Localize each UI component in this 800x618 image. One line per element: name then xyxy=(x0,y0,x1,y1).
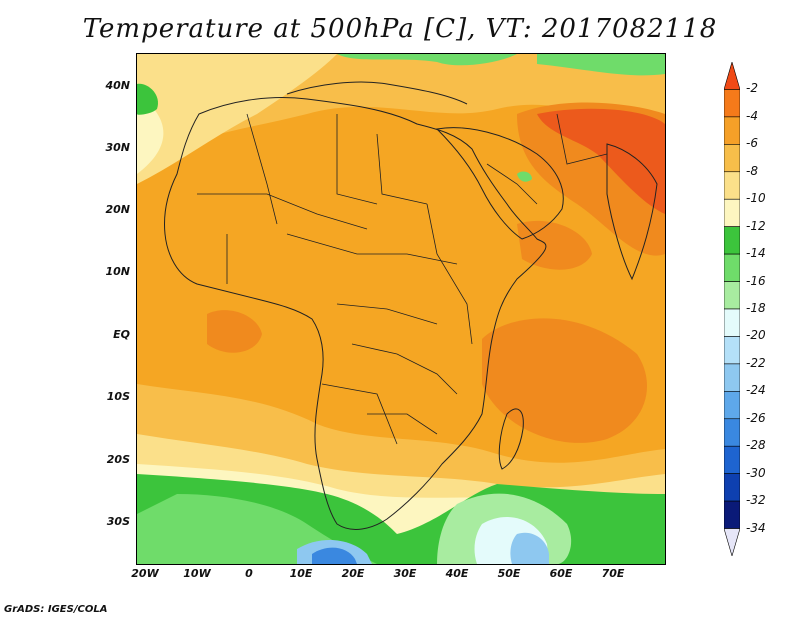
colorbar-cell xyxy=(724,281,740,310)
colorbar-label: -20 xyxy=(746,328,766,343)
colorbar-cell xyxy=(724,253,740,282)
field-green-east-patch xyxy=(517,171,532,182)
colorbar-label: -10 xyxy=(746,191,766,206)
colorbar-cell xyxy=(724,198,740,227)
colorbar-label: -14 xyxy=(746,246,766,261)
lon-label-40e: 40E xyxy=(445,567,469,580)
med-coast xyxy=(286,81,468,105)
border-12 xyxy=(486,163,538,205)
lat-label-40n: 40N xyxy=(105,79,130,92)
lon-label-20e: 20E xyxy=(341,567,365,580)
colorbar-cell xyxy=(724,445,740,474)
country-borders xyxy=(197,113,608,445)
border-4 xyxy=(197,193,368,230)
colorbar-label: -24 xyxy=(746,383,766,398)
border-6 xyxy=(426,203,473,345)
lon-label-10w: 10W xyxy=(183,567,211,580)
lon-label-50e: 50E xyxy=(497,567,521,580)
colorbar-cell xyxy=(724,89,740,118)
arabia-coast xyxy=(435,127,564,240)
border-8 xyxy=(351,343,458,395)
border-7 xyxy=(336,303,438,325)
lat-label-10s: 10S xyxy=(106,390,130,403)
colorbar-cell xyxy=(724,308,740,337)
colorbar-label: -22 xyxy=(746,355,766,370)
lon-label-20w: 20W xyxy=(131,567,159,580)
lat-label-30s: 30S xyxy=(106,515,130,528)
colorbar-cells xyxy=(724,62,740,556)
border-9 xyxy=(321,383,398,445)
border-5 xyxy=(286,233,458,265)
colorbar-cell xyxy=(724,391,740,420)
colorbar-label: -18 xyxy=(746,301,766,315)
colorbar-label: -16 xyxy=(746,273,766,288)
coastlines xyxy=(164,81,658,530)
border-10 xyxy=(367,413,438,435)
colorbar-label: -30 xyxy=(746,465,766,480)
lat-label-30n: 30N xyxy=(105,141,130,154)
colorbar xyxy=(724,62,740,556)
lon-label-60e: 60E xyxy=(549,567,573,580)
colorbar-cell xyxy=(724,363,740,392)
grads-credit: GrADS: IGES/COLA xyxy=(4,604,108,615)
colorbar-cell xyxy=(724,528,740,556)
colorbar-label: -8 xyxy=(746,163,758,178)
colorbar-label: -6 xyxy=(746,136,758,151)
field-hot-iran xyxy=(537,108,665,214)
field-green-patch-west xyxy=(137,83,158,115)
colorbar-cell xyxy=(724,418,740,447)
colorbar-cell xyxy=(724,336,740,365)
colorbar-cell xyxy=(724,226,740,255)
field-hot-indian-ocean xyxy=(482,318,647,443)
madagascar-coast xyxy=(498,408,524,470)
africa-coast xyxy=(164,97,547,530)
colorbar-label: -32 xyxy=(746,493,766,508)
field-north-yellow xyxy=(137,54,337,184)
border-13 xyxy=(556,113,608,165)
field-north-green xyxy=(137,54,517,66)
colorbar-label: -34 xyxy=(746,520,766,535)
colorbar-label: -26 xyxy=(746,410,766,425)
temperature-map xyxy=(136,53,666,565)
border-2 xyxy=(336,114,378,205)
lon-label-30e: 30E xyxy=(393,567,417,580)
colorbar-cell xyxy=(724,116,740,145)
lat-label-20n: 20N xyxy=(105,203,130,216)
india-coast xyxy=(606,143,658,281)
border-1 xyxy=(246,113,278,225)
colorbar-cell xyxy=(724,171,740,200)
field-south-lightblue xyxy=(510,532,549,564)
field-north-green-right xyxy=(537,54,665,76)
colorbar-label: -28 xyxy=(746,438,766,453)
lat-label-10n: 10N xyxy=(105,265,130,278)
colorbar-label: -12 xyxy=(746,218,766,233)
field-south-deepblue-sw xyxy=(312,547,357,564)
border-3 xyxy=(376,133,428,205)
field-hot-gulf-guinea xyxy=(207,310,262,353)
colorbar-cell xyxy=(724,62,740,90)
colorbar-label: -4 xyxy=(746,108,758,123)
lon-label-70e: 70E xyxy=(601,567,625,580)
map-canvas xyxy=(137,54,665,564)
lat-label-eq: EQ xyxy=(113,328,130,341)
lon-label-0: 0 xyxy=(245,567,253,580)
colorbar-label: -2 xyxy=(746,81,758,96)
lon-label-10e: 10E xyxy=(289,567,313,580)
colorbar-cell xyxy=(724,500,740,529)
lat-label-20s: 20S xyxy=(106,453,130,466)
colorbar-cell xyxy=(724,473,740,502)
map-title: Temperature at 500hPa [C], VT: 201708211… xyxy=(82,14,718,44)
colorbar-cell xyxy=(724,144,740,173)
